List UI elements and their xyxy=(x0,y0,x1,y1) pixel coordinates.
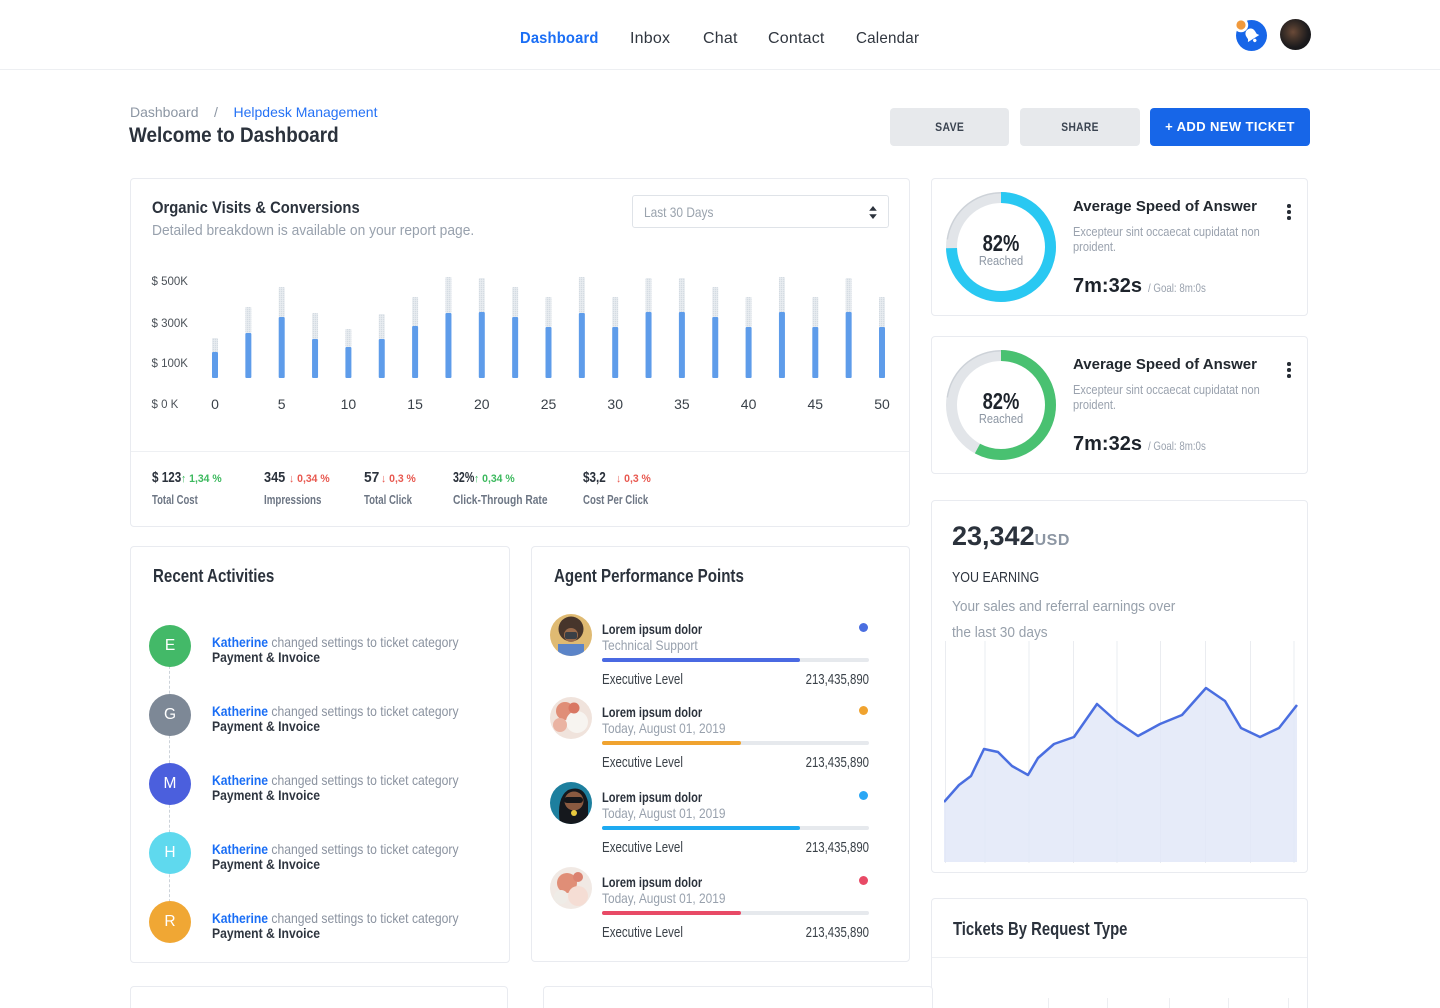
svg-text:40: 40 xyxy=(741,396,757,412)
svg-text:50: 50 xyxy=(874,396,890,412)
svg-text:5: 5 xyxy=(278,396,286,412)
svg-text:$ 0 K: $ 0 K xyxy=(152,399,179,411)
svg-text:$ 100K: $ 100K xyxy=(152,358,189,370)
svg-text:$ 500K: $ 500K xyxy=(152,276,189,288)
svg-text:15: 15 xyxy=(407,396,423,412)
svg-text:30: 30 xyxy=(607,396,623,412)
svg-text:0: 0 xyxy=(211,396,219,412)
svg-text:25: 25 xyxy=(541,396,557,412)
svg-text:35: 35 xyxy=(674,396,690,412)
svg-text:20: 20 xyxy=(474,396,490,412)
svg-text:$ 300K: $ 300K xyxy=(152,318,189,330)
svg-text:45: 45 xyxy=(808,396,824,412)
svg-text:10: 10 xyxy=(341,396,357,412)
